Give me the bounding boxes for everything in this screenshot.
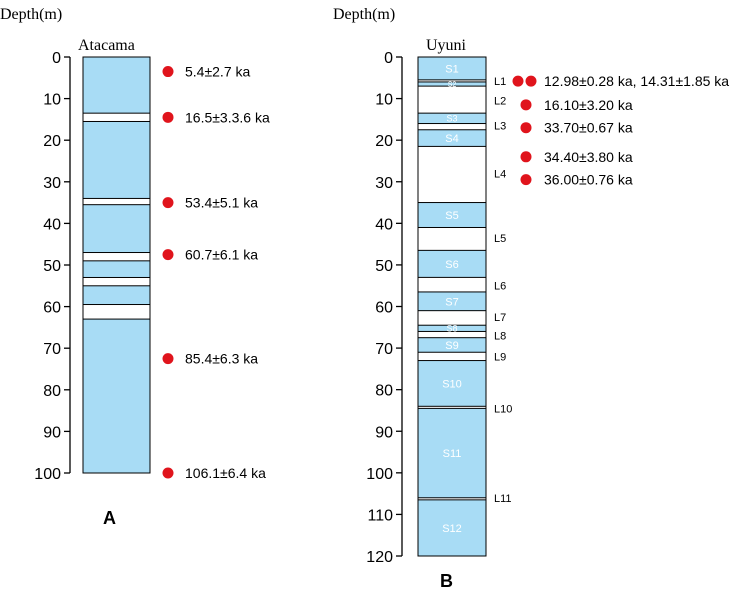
panel-b-tick-label: 0 <box>384 50 393 67</box>
panel-a-age-label: 16.5±3.3.6 ka <box>185 109 270 125</box>
panel-a-age-label: 5.4±2.7 ka <box>185 64 250 80</box>
panel-b-age-label: 36.00±0.76 ka <box>544 172 633 188</box>
panel-a-mud-layer <box>82 276 151 287</box>
panel-b-tick-label: 60 <box>375 300 393 317</box>
panel-b-mud-label: L8 <box>494 331 506 343</box>
panel-b-mud-label: L11 <box>494 493 512 505</box>
panel-b-salt-layer <box>417 56 487 81</box>
panel-a-tick-label: 10 <box>43 92 61 109</box>
panel-b-letter: B <box>440 571 453 591</box>
panel-b-tick-label: 110 <box>367 507 393 524</box>
panel-a-depth-label: Depth(m) <box>0 6 62 23</box>
panel-b-mud-label: L7 <box>494 312 506 324</box>
panel-b-age-label: 33.70±0.67 ka <box>544 120 633 136</box>
panel-b-salt-label: S2 <box>448 82 457 89</box>
panel-b-salt-label: S12 <box>442 523 462 535</box>
panel-b-salt-layer <box>417 360 487 407</box>
panel-b-tick-label: 20 <box>375 133 393 150</box>
panel-a-tick-label: 80 <box>43 383 61 400</box>
panel-a-tick-label: 70 <box>43 341 61 358</box>
panel-a-mud-layer <box>82 197 151 206</box>
panel-b-age-dot <box>520 122 532 134</box>
panel-b-salt-label: S5 <box>445 210 458 222</box>
panel-a-tick-label: 90 <box>43 424 61 441</box>
panel-b-salt-label: S1 <box>445 63 458 75</box>
panel-b-tick-label: 10 <box>375 92 393 109</box>
panel-b-salt-label: S4 <box>445 133 458 145</box>
panel-b-mud-label: L6 <box>494 281 506 293</box>
panel-b-salt-label: S7 <box>445 296 458 308</box>
panel-b-age-dot <box>512 75 524 87</box>
panel-b-salt-label: S9 <box>445 340 458 352</box>
panel-b-tick-label: 40 <box>375 216 393 233</box>
panel-a-age-label: 53.4±5.1 ka <box>185 195 258 211</box>
panel-b-salt-layer <box>417 249 487 278</box>
panel-a-atacama: 0 10 20 30 40 50 60 70 80 90 100 5.4±2.7 ka 16.5±3.3… <box>34 50 270 483</box>
panel-b-depth-label: Depth(m) <box>333 6 395 23</box>
panel-b-salt-layer <box>417 202 487 228</box>
panel-a-mud-layer <box>82 304 151 320</box>
panel-b-salt-label: S3 <box>446 114 457 124</box>
panel-b-mud-label: L2 <box>494 96 506 108</box>
panel-b-mud-label: L5 <box>494 233 506 245</box>
panel-a-age-dot <box>162 197 174 209</box>
panel-b-salt-layer <box>417 407 487 499</box>
panel-b-tick-label: 30 <box>375 175 393 192</box>
panel-a-tick-label: 100 <box>34 466 61 483</box>
panel-b-tick-label: 50 <box>375 258 393 275</box>
panel-b-mud-label: L4 <box>494 168 506 180</box>
panel-b-mud-label: L1 <box>494 76 506 88</box>
panel-a-tick-label: 30 <box>43 175 61 192</box>
panel-a-salt-column <box>82 56 151 474</box>
panel-b-tick-label: 100 <box>366 466 393 483</box>
panel-a-site-title: Atacama <box>78 37 135 54</box>
panel-a-age-label: 85.4±6.3 ka <box>185 351 258 367</box>
panel-b-salt-layer <box>417 324 487 332</box>
panel-b-age-label: 34.40±3.80 ka <box>544 149 633 165</box>
panel-b-tick-label: 120 <box>366 549 393 566</box>
panel-b-tick-label: 90 <box>375 424 393 441</box>
panel-b-site-title: Uyuni <box>426 37 467 54</box>
panel-b-salt-layer <box>417 291 487 312</box>
panel-b-tick-label: 80 <box>375 383 393 400</box>
panel-a-age-label: 106.1±6.4 ka <box>185 465 266 481</box>
panel-b-tick-label: 70 <box>375 341 393 358</box>
panel-a-age-dot <box>162 467 174 479</box>
panel-a-age-dot <box>162 249 174 261</box>
panel-b-salt-label: S10 <box>442 378 462 390</box>
panel-b-salt-layer <box>417 337 487 353</box>
panel-a-mud-layer <box>82 252 151 262</box>
panel-b-age-label: 16.10±3.20 ka <box>544 97 633 113</box>
panel-a-tick-label: 60 <box>43 300 61 317</box>
panel-a-tick-label: 40 <box>43 216 61 233</box>
panel-a-age-label: 60.7±6.1 ka <box>185 247 258 263</box>
panel-b-age-dot <box>520 99 532 111</box>
panel-a-age-dot <box>162 66 174 78</box>
panel-b-uyuni: 0 10 20 30 40 50 60 70 80 90 100 110 120 S1 S2 S3 S4 S5 S6… <box>366 50 729 566</box>
panel-b-age-dot <box>520 174 532 186</box>
panel-b-salt-layer <box>417 499 487 557</box>
panel-b-salt-layer <box>417 129 487 147</box>
panel-a-age-dot <box>162 111 174 123</box>
panel-a-mud-layer <box>82 112 151 122</box>
panel-a-tick-label: 20 <box>43 133 61 150</box>
panel-a-tick-label: 50 <box>43 258 61 275</box>
panel-b-salt-layer <box>417 81 487 87</box>
panel-a-tick-label: 0 <box>52 50 61 67</box>
panel-b-salt-label: S11 <box>443 448 462 460</box>
panel-b-mud-label: L10 <box>494 403 512 415</box>
panel-b-salt-label: S8 <box>446 324 457 334</box>
panel-b-salt-layer <box>417 112 487 125</box>
panel-b-mud-label: L3 <box>494 121 506 133</box>
panel-a-letter: A <box>103 508 116 528</box>
panel-b-age-label: 12.98±0.28 ka, 14.31±1.85 ka <box>544 73 729 89</box>
panel-a-age-dot <box>162 353 174 365</box>
panel-b-salt-label: S6 <box>445 259 458 271</box>
panel-b-age-dot <box>525 75 537 87</box>
panel-b-mud-label: L9 <box>494 351 506 363</box>
panel-b-age-dot <box>520 151 532 163</box>
